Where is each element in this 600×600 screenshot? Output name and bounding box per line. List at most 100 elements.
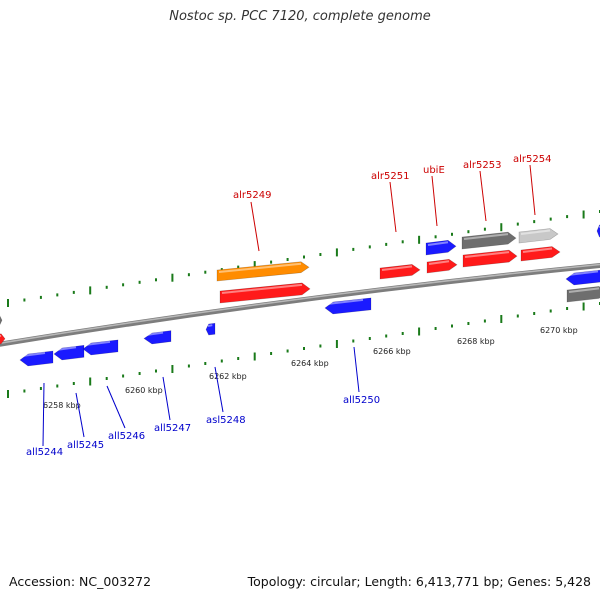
gene-label-all5246[interactable]: all5246 (108, 431, 145, 442)
scale-tick (385, 334, 388, 338)
scale-label-6270: 6270 kbp (540, 326, 578, 335)
gene-arrow-all5245[interactable] (53, 344, 85, 361)
scale-tick (204, 362, 207, 365)
gene-arrow-gray-1-shine (463, 233, 509, 240)
scale-tick (237, 265, 240, 269)
gene-arrow-ubiE[interactable] (426, 258, 458, 274)
gene-arrow-all5246[interactable] (82, 339, 119, 356)
scale-tick (39, 387, 42, 390)
gene-arrow-alr5249-forward-shine (221, 283, 303, 294)
scale-tick (171, 365, 174, 373)
scale-tick (155, 369, 157, 373)
scale-tick (483, 227, 486, 231)
scale-tick (253, 261, 256, 270)
scale-tick (368, 337, 371, 340)
gene-arrow-right-blue-2[interactable] (596, 224, 600, 238)
gene-label-alr5251[interactable]: alr5251 (371, 171, 409, 182)
gene-arrow-gray-2-shine (520, 229, 551, 235)
gene-label-all5244[interactable]: all5244 (26, 447, 63, 458)
scale-label-6266: 6266 kbp (373, 347, 411, 356)
scale-tick (303, 347, 305, 350)
scale-tick (319, 253, 322, 256)
scale-tick (401, 240, 404, 244)
scale-tick (286, 258, 289, 261)
gene-arrow-ubiE-blue[interactable] (425, 239, 457, 256)
accession-text: Accession: NC_003272 (9, 574, 152, 589)
scale-tick (253, 352, 256, 361)
scale-label-6268: 6268 kbp (457, 337, 495, 346)
gene-arrow-gray-3[interactable] (566, 286, 600, 303)
gene-arrow-left-gray[interactable] (0, 315, 3, 326)
gene-arrow-all5244[interactable] (19, 350, 54, 367)
gene-arrow-all5245-shine (55, 346, 77, 351)
leader-asl5248 (214, 366, 224, 413)
scale-tick (286, 349, 289, 353)
scale-tick (582, 210, 585, 219)
gene-arrow-ubiE-shine (428, 260, 450, 265)
gene-arrow-left-red[interactable] (0, 333, 6, 345)
gene-label-alr5253[interactable]: alr5253 (463, 160, 501, 171)
gene-label-asl5248[interactable]: asl5248 (206, 415, 246, 426)
scale-tick (549, 217, 552, 221)
gene-arrow-alr5253-shine (464, 251, 510, 258)
scale-tick (7, 390, 9, 398)
scale-tick (39, 295, 42, 299)
leader-ubiE (431, 175, 438, 227)
gene-label-all5247[interactable]: all5247 (154, 423, 191, 434)
forward-gene-labels: alr5249 alr5251 ubiE alr5253 alr5254 (233, 154, 551, 252)
scale-tick (237, 357, 240, 360)
gene-label-all5250[interactable]: all5250 (343, 395, 380, 406)
gene-arrow-right-blue[interactable] (565, 269, 600, 286)
scale-label-6262: 6262 kbp (209, 372, 247, 381)
scale-tick (401, 332, 404, 335)
scale-tick (483, 319, 486, 323)
scale-tick (418, 235, 421, 244)
scale-tick (122, 374, 125, 378)
gene-arrow-gray-1[interactable] (461, 231, 517, 250)
scale-tick (56, 384, 59, 388)
scale-tick (138, 372, 141, 375)
scale-tick (122, 283, 125, 287)
topology-text: Topology: circular; Length: 6,413,771 bp… (247, 574, 591, 589)
scale-tick (516, 222, 519, 226)
gene-arrow-right-blue-shine (567, 270, 599, 276)
reverse-gene-labels: all5244 all5245 all5246 all5247 asl5248 … (26, 346, 380, 458)
gene-arrow-alr5249-shine (218, 262, 302, 273)
gene-arrow-all5247[interactable] (143, 330, 172, 345)
scale-tick (566, 307, 569, 310)
gene-label-alr5249[interactable]: alr5249 (233, 190, 271, 201)
scale-tick (270, 352, 273, 355)
gene-label-all5245[interactable]: all5245 (67, 440, 104, 451)
gene-arrow-alr5253[interactable] (462, 249, 518, 268)
gene-arrow-all5250[interactable] (324, 297, 372, 315)
gene-arrow-gray-2[interactable] (518, 228, 559, 244)
gene-arrow-alr5254[interactable] (520, 246, 561, 262)
scale-tick (582, 302, 585, 311)
gene-features (0, 224, 600, 367)
scale-tick (451, 232, 453, 236)
map-title: Nostoc sp. PCC 7120, complete genome (169, 9, 431, 24)
scale-tick (138, 280, 141, 284)
gene-arrow-alr5251-shine (381, 265, 413, 271)
leader-all5245 (75, 392, 85, 438)
scale-tick (533, 312, 536, 315)
gene-arrow-alr5254-shine (522, 247, 553, 253)
scale-tick (155, 278, 157, 282)
scale-tick (89, 377, 92, 386)
gene-arrow-alr5251[interactable] (379, 264, 421, 280)
gene-label-ubiE[interactable]: ubiE (423, 165, 445, 176)
scale-tick (549, 309, 552, 313)
leader-alr5249 (250, 201, 260, 252)
gene-arrow-alr5249-forward[interactable] (219, 282, 311, 304)
scale-tick (352, 339, 355, 343)
gene-arrow-all5247-shine (145, 331, 164, 336)
gene-arrow-asl5248[interactable] (205, 322, 216, 336)
gene-label-alr5254[interactable]: alr5254 (513, 154, 551, 165)
scale-tick (72, 382, 75, 385)
scale-tick (7, 299, 9, 307)
scale-tick (418, 327, 421, 336)
scale-tick (335, 340, 338, 348)
scale-tick (467, 322, 470, 325)
gene-arrow-alr5249[interactable] (216, 261, 310, 282)
